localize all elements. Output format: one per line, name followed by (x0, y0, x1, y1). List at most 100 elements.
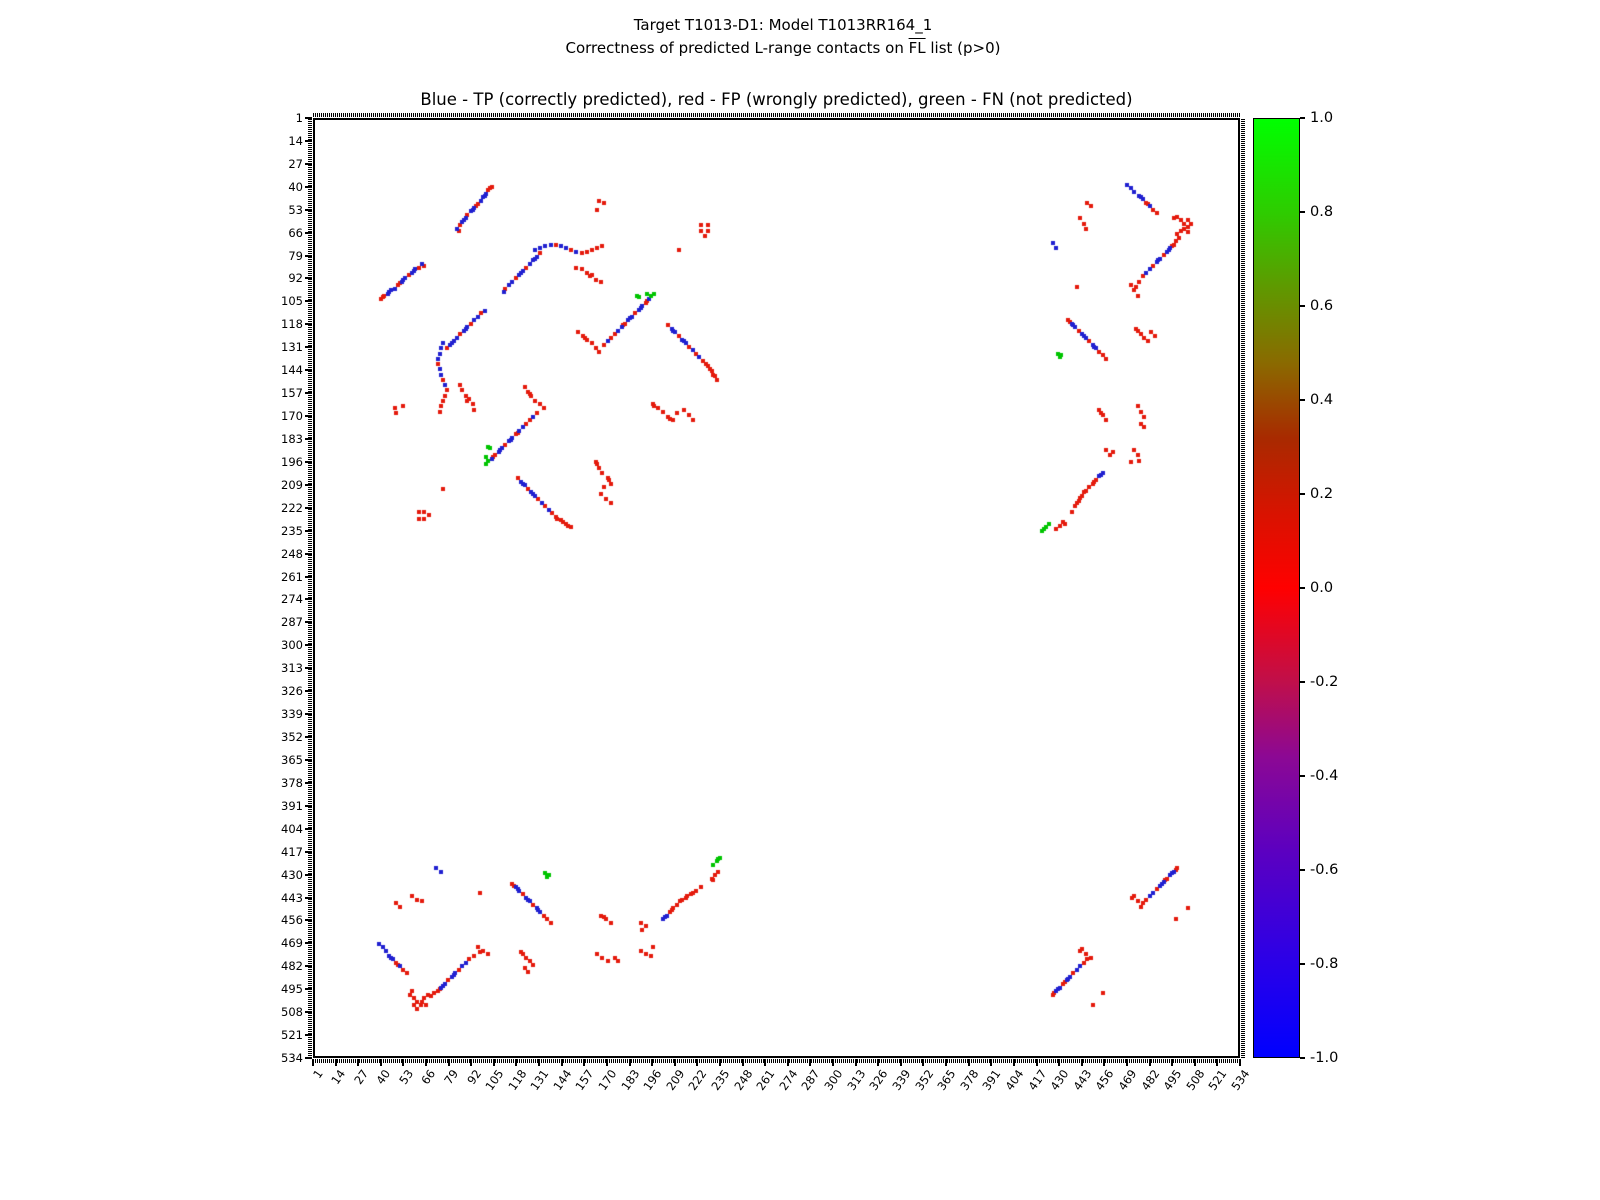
y-major-tick (305, 323, 312, 326)
y-major-tick (305, 506, 312, 509)
y-major-tick (305, 1011, 312, 1014)
y-tick-label: 508 (281, 1005, 303, 1020)
y-major-tick (305, 369, 312, 372)
y-major-tick (305, 850, 312, 853)
x-tick-label: 222 (685, 1067, 710, 1094)
y-tick-label: 378 (281, 775, 303, 790)
minor-ticks-bottom (313, 1059, 1240, 1063)
x-tick-label: 456 (1092, 1067, 1117, 1094)
colorbar-tick-label: -0.8 (1310, 956, 1339, 972)
x-tick-label: 430 (1047, 1067, 1072, 1094)
x-tick-label: 40 (373, 1067, 394, 1088)
y-major-tick (305, 575, 312, 578)
x-tick-label: 469 (1115, 1067, 1140, 1094)
x-major-tick (1216, 1059, 1219, 1066)
figure-title-line2-pre: Correctness of predicted L-range contact… (565, 39, 909, 57)
y-tick-label: 482 (281, 959, 303, 974)
x-major-tick (1080, 1059, 1083, 1066)
x-tick-label: 131 (527, 1067, 552, 1094)
x-major-tick (605, 1059, 608, 1066)
y-tick-label: 53 (288, 202, 303, 217)
x-major-tick (312, 1059, 314, 1066)
x-major-tick (945, 1059, 948, 1066)
x-tick-label: 118 (504, 1067, 529, 1094)
x-tick-label: 287 (798, 1067, 823, 1094)
x-tick-label: 482 (1137, 1067, 1163, 1094)
colorbar-tick-mark (1300, 775, 1305, 777)
y-tick-label: 430 (281, 867, 303, 882)
x-tick-label: 105 (482, 1067, 507, 1094)
x-tick-label: 391 (979, 1067, 1004, 1094)
y-tick-label: 235 (281, 523, 303, 538)
x-major-tick (967, 1059, 970, 1066)
x-tick-label: 508 (1183, 1067, 1208, 1094)
colorbar-tick-mark (1300, 493, 1305, 495)
colorbar-tick-label: -0.6 (1310, 862, 1339, 878)
y-tick-label: 131 (281, 340, 303, 355)
y-major-tick (305, 460, 312, 463)
x-tick-label: 144 (550, 1067, 575, 1094)
x-tick-label: 313 (844, 1067, 869, 1094)
minor-ticks-top (313, 113, 1240, 117)
x-major-tick (357, 1059, 360, 1066)
x-major-tick (718, 1059, 721, 1066)
y-tick-label: 274 (281, 592, 303, 607)
y-major-tick (305, 208, 312, 211)
x-major-tick (1103, 1059, 1106, 1066)
y-tick-label: 196 (281, 454, 303, 469)
y-major-tick (305, 162, 312, 165)
y-tick-label: 404 (281, 821, 303, 836)
x-tick-label: 235 (708, 1067, 733, 1094)
y-tick-label: 313 (281, 661, 303, 676)
y-tick-label: 495 (281, 982, 303, 997)
y-tick-label: 183 (281, 431, 303, 446)
x-major-tick (538, 1059, 541, 1066)
y-major-tick (305, 1057, 312, 1059)
x-major-tick (899, 1059, 902, 1066)
contact-map-canvas (315, 120, 1238, 1056)
y-major-tick (305, 117, 312, 119)
x-major-tick (786, 1059, 789, 1066)
y-tick-label: 339 (281, 707, 303, 722)
y-tick-label: 209 (281, 477, 303, 492)
x-tick-label: 326 (866, 1067, 891, 1094)
x-major-tick (1148, 1059, 1151, 1066)
x-tick-label: 157 (572, 1067, 597, 1094)
y-major-tick (305, 185, 312, 188)
x-tick-label: 27 (350, 1067, 371, 1088)
y-tick-label: 287 (281, 615, 303, 630)
y-major-tick (305, 827, 312, 830)
colorbar-tick-label: 0.0 (1310, 580, 1334, 596)
figure-title-line2-post: list (p>0) (925, 39, 1001, 57)
x-tick-label: 196 (640, 1067, 665, 1094)
y-major-tick (305, 804, 312, 807)
y-major-tick (305, 300, 312, 303)
y-major-tick (305, 139, 312, 142)
x-major-tick (515, 1059, 518, 1066)
x-tick-label: 417 (1024, 1067, 1049, 1094)
y-major-tick (305, 781, 312, 784)
y-major-tick (305, 942, 312, 945)
y-major-tick (305, 346, 312, 349)
x-major-tick (922, 1059, 925, 1066)
y-major-tick (305, 437, 312, 440)
x-major-tick (425, 1059, 428, 1066)
y-tick-label: 222 (281, 500, 303, 515)
figure-title-fl-overline: FL (908, 39, 926, 57)
x-major-tick (583, 1059, 586, 1066)
x-tick-label: 534 (1228, 1067, 1253, 1094)
x-tick-label: 365 (934, 1067, 959, 1094)
x-major-tick (1125, 1059, 1128, 1066)
x-major-tick (764, 1059, 767, 1066)
y-tick-label: 352 (281, 730, 303, 745)
x-major-tick (402, 1059, 405, 1066)
y-tick-label: 248 (281, 546, 303, 561)
y-major-tick (305, 392, 312, 395)
x-tick-label: 352 (911, 1067, 936, 1094)
y-major-tick (305, 667, 312, 670)
colorbar-tick-mark (1300, 1057, 1305, 1059)
y-tick-label: 469 (281, 936, 303, 951)
axes-title: Blue - TP (correctly predicted), red - F… (420, 90, 1133, 109)
x-tick-label: 183 (617, 1067, 642, 1094)
x-major-tick (470, 1059, 473, 1066)
